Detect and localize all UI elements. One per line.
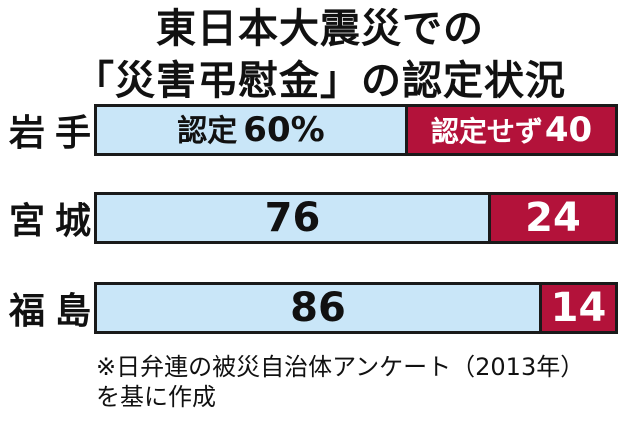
row-label-char: 城 [54,201,91,242]
row-label-char: 手 [54,113,91,154]
bar-segment-approved: 76 [97,195,491,241]
source-note: ※日弁連の被災自治体アンケート（2013年） を基に作成 [96,352,636,412]
bar-segment-approved: 86 [97,285,542,331]
row-label: 岩手 [8,102,92,158]
row-label: 宮城 [8,190,92,246]
bar-row: 86 14 [94,282,618,334]
data-label-approved: 76 [264,195,321,241]
data-label-approved: 認定 60% [177,113,324,147]
bar-row: 認定 60% 認定せず40 [94,104,618,156]
source-note-line-1: ※日弁連の被災自治体アンケート（2013年） [96,353,585,381]
value-label: 60% [243,110,325,150]
row-label-char: 宮 [8,201,45,242]
bar-segment-not-approved: 14 [542,285,615,331]
series-label-approved: 認定 [177,114,238,149]
row-label-char: 島 [54,291,91,332]
series-label-not-approved: 認定せず [430,115,543,148]
bar-segment-not-approved: 24 [491,195,615,241]
row-label-char: 福 [8,291,45,332]
bar-row: 76 24 [94,192,618,244]
bar-segment-not-approved: 認定せず40 [408,107,615,153]
chart-title-line-1: 東日本大震災での [156,6,484,52]
data-label-not-approved: 14 [550,285,607,331]
row-label-char: 岩 [8,113,45,154]
bar-segment-approved: 認定 60% [97,107,408,153]
data-label-not-approved: 24 [525,195,581,241]
chart-title-line-2: 「災害弔慰金」の認定状況 [74,58,566,104]
data-label-not-approved: 認定せず40 [431,113,592,147]
data-label-approved: 86 [290,285,346,331]
value-label: 40 [544,110,593,150]
source-note-line-2: を基に作成 [96,383,216,411]
row-label: 福島 [8,280,92,336]
